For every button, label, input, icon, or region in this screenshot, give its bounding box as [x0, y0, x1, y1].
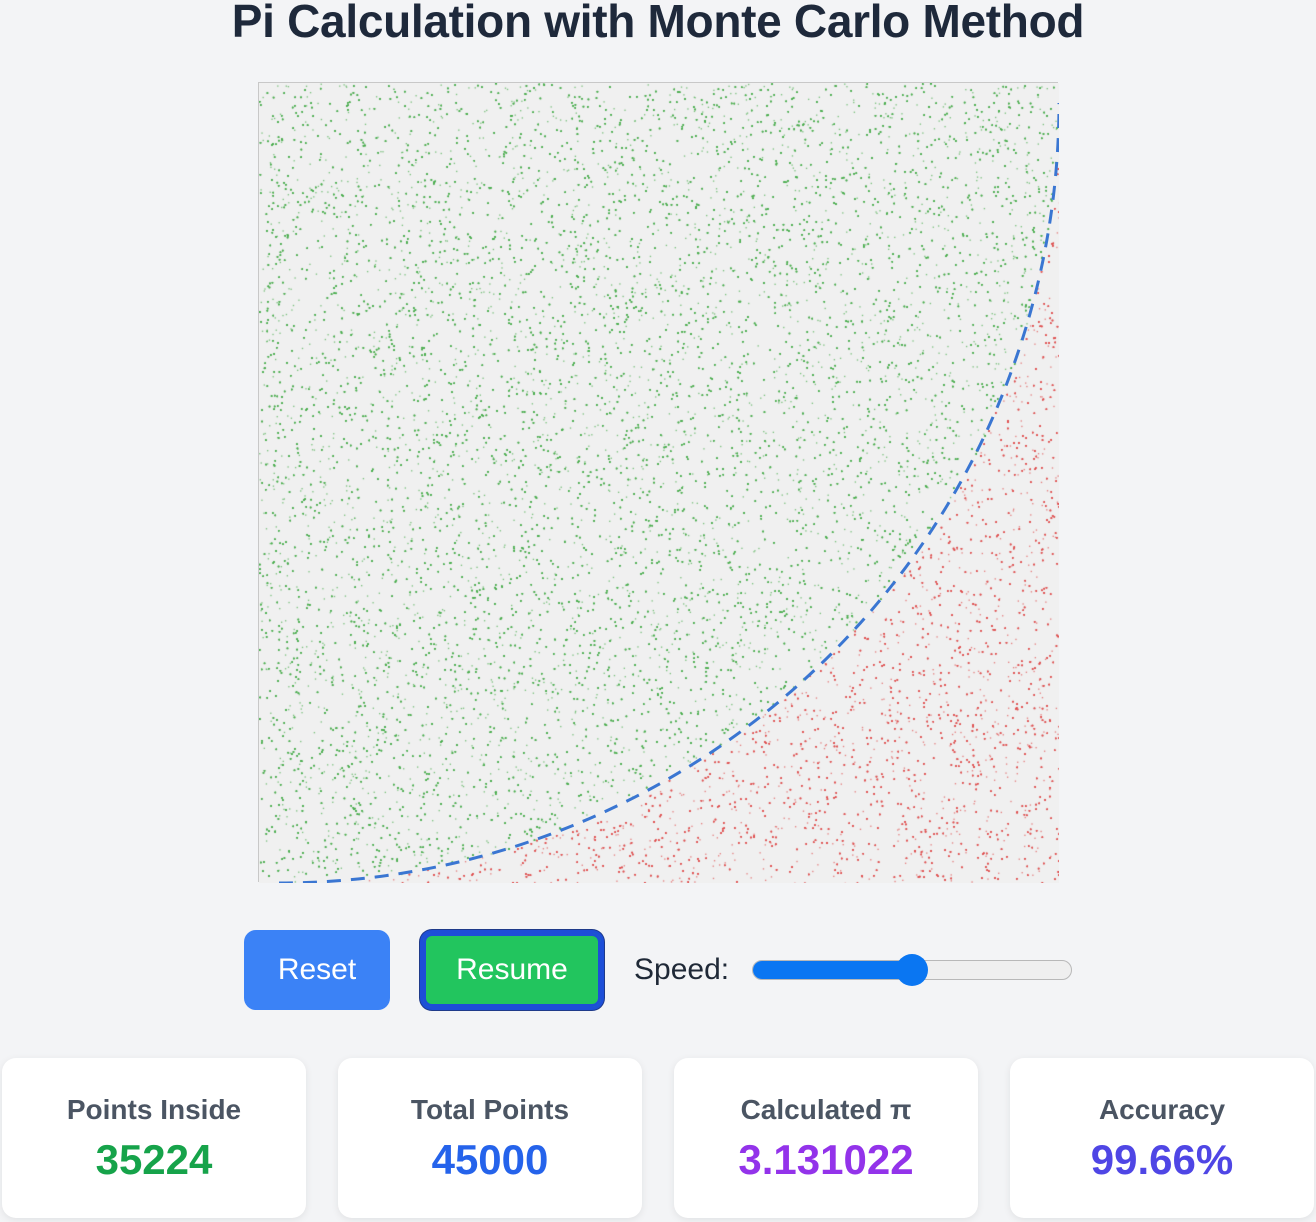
stat-label: Accuracy [1098, 1094, 1226, 1125]
stat-value: 99.66% [1090, 1136, 1234, 1183]
simulation-canvas [258, 82, 1059, 883]
stat-value: 35224 [95, 1136, 213, 1183]
speed-label: Speed: [634, 953, 730, 986]
stat-value: 45000 [431, 1136, 549, 1183]
boundary-arc [278, 102, 1059, 883]
stat-label: Calculated π [740, 1094, 912, 1125]
quarter-circle-boundary [278, 102, 1059, 883]
speed-slider-fill [753, 961, 913, 979]
scatter-points [259, 83, 1059, 883]
reset-button[interactable]: Reset [244, 930, 390, 1010]
stat-label: Total Points [410, 1094, 570, 1125]
stat-label: Points Inside [66, 1094, 242, 1125]
stat-card-calculated-pi: Calculated π 3.131022 [674, 1058, 978, 1218]
speed-slider-thumb[interactable] [896, 954, 928, 986]
page-title: Pi Calculation with Monte Carlo Method [231, 0, 1085, 47]
stat-card-accuracy: Accuracy 99.66% [1010, 1058, 1314, 1218]
stat-value: 3.131022 [738, 1136, 914, 1183]
stat-card-points-inside: Points Inside 35224 [2, 1058, 306, 1218]
stat-card-total-points: Total Points 45000 [338, 1058, 642, 1218]
resume-button[interactable]: Resume [420, 930, 604, 1010]
